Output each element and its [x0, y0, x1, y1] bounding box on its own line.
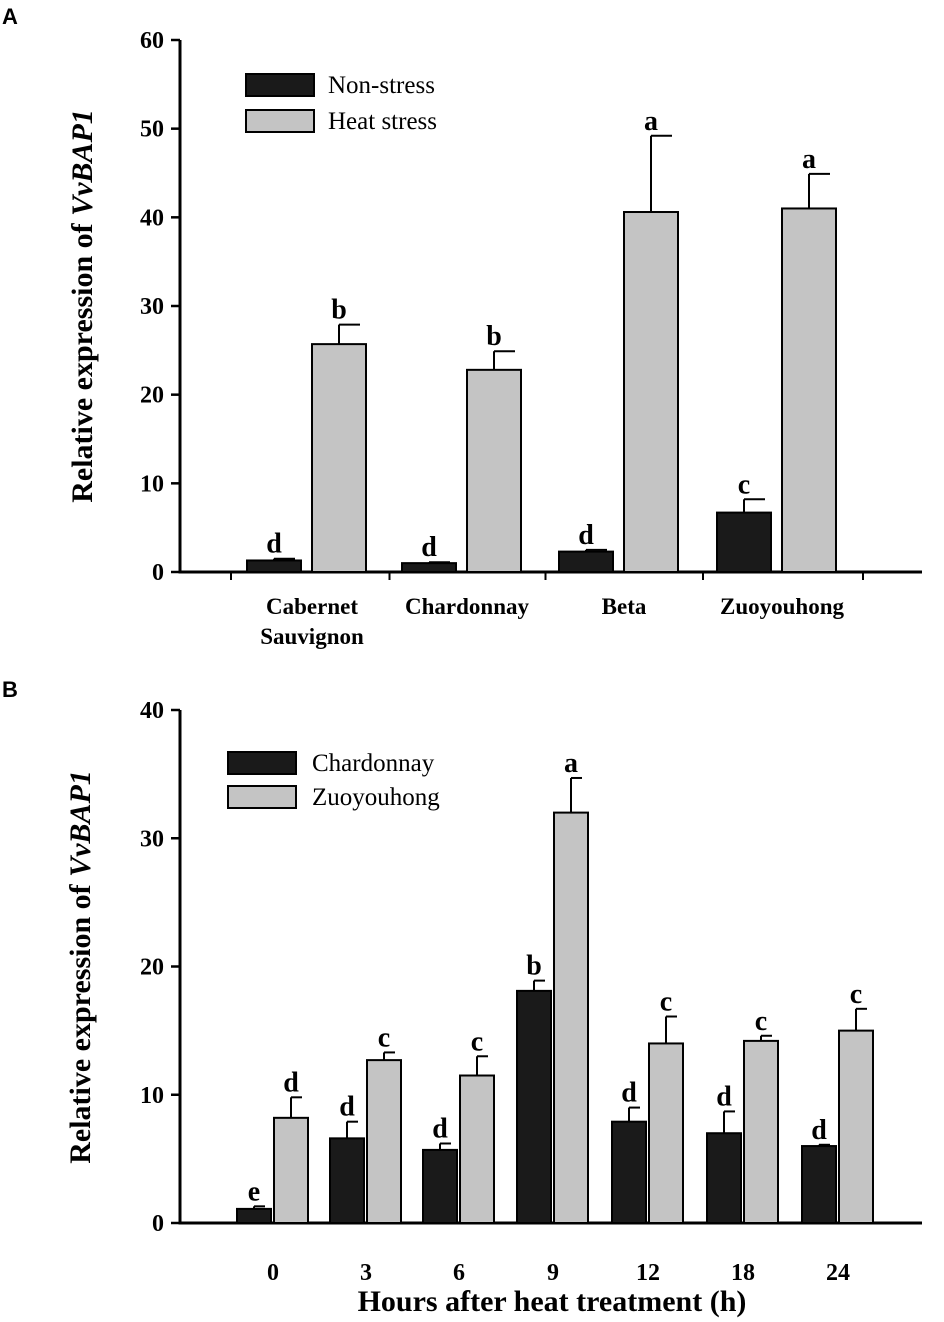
x-category-label: 18 [731, 1260, 755, 1286]
significance-letter: a [564, 748, 578, 779]
significance-letter: b [526, 951, 542, 982]
y-axis-title-prefix: Relative expression of [64, 877, 97, 1164]
panel-label: A [2, 4, 18, 29]
x-category-label: 12 [636, 1260, 660, 1286]
bar [459, 1074, 495, 1224]
x-category-label: Sauvignon [260, 624, 364, 649]
legend-swatch [245, 73, 315, 97]
bar [801, 1145, 837, 1225]
bar [706, 1132, 742, 1224]
bar [611, 1120, 647, 1224]
significance-letter: c [755, 1006, 767, 1037]
y-tick-label: 20 [140, 383, 164, 409]
x-category-label: 3 [360, 1260, 372, 1286]
y-axis-title-prefix: Relative expression of [66, 216, 99, 503]
significance-letter: c [850, 979, 862, 1010]
x-category-label: 0 [267, 1260, 279, 1286]
x-category-label: 6 [453, 1260, 465, 1286]
x-category-label: Zuoyouhong [720, 594, 845, 619]
significance-letter: c [471, 1026, 483, 1057]
significance-letter: a [802, 144, 816, 175]
bar [516, 989, 552, 1224]
bar [623, 211, 679, 573]
legend-label: Non-stress [328, 72, 435, 99]
panel-label: B [2, 677, 18, 702]
y-tick-label: 0 [152, 1211, 164, 1237]
bar [329, 1137, 365, 1224]
x-category-label: 9 [547, 1260, 559, 1286]
bar [743, 1039, 779, 1225]
y-tick-label: 60 [140, 28, 164, 54]
bar [422, 1148, 458, 1224]
bar [273, 1116, 309, 1224]
significance-letter: a [644, 106, 658, 137]
significance-letter: b [331, 295, 347, 326]
significance-letter: d [339, 1092, 355, 1123]
y-axis-title-gene: VvBAP1 [66, 109, 99, 216]
bar [311, 343, 367, 574]
significance-letter: d [621, 1078, 637, 1109]
significance-letter: d [283, 1067, 299, 1098]
bar [401, 562, 457, 574]
bar [716, 511, 772, 573]
legend-swatch [227, 785, 297, 809]
y-tick-label: 10 [140, 471, 164, 497]
significance-letter: b [486, 321, 502, 352]
significance-letter: d [266, 529, 282, 560]
bar [466, 368, 522, 573]
bar [648, 1042, 684, 1224]
y-axis-title: Relative expression of VvBAP1 [64, 770, 97, 1164]
y-axis-title-gene: VvBAP1 [64, 770, 97, 877]
legend-label: Heat stress [328, 108, 437, 135]
significance-letter: c [738, 469, 750, 500]
y-tick-label: 10 [140, 1083, 164, 1109]
legend-label: Chardonnay [312, 750, 435, 777]
y-tick-label: 30 [140, 294, 164, 320]
panel-a: A 0 10 20 30 40 50 60 Relative expression of VvB… [2, 4, 922, 649]
significance-letter: d [811, 1115, 827, 1146]
y-tick-label: 20 [140, 955, 164, 981]
significance-letter: d [432, 1113, 448, 1144]
y-tick-label: 40 [140, 205, 164, 231]
significance-letter: d [716, 1081, 732, 1112]
x-category-label: Chardonnay [405, 594, 529, 619]
significance-letter: d [421, 532, 437, 563]
x-category-label: 24 [826, 1260, 850, 1286]
x-category-label: Cabernet [266, 594, 358, 619]
bar [558, 550, 614, 574]
bar [838, 1029, 874, 1224]
y-axis-title: Relative expression of VvBAP1 [66, 109, 99, 503]
bar [366, 1059, 402, 1225]
significance-letter: e [248, 1176, 260, 1207]
significance-letter: c [378, 1022, 390, 1053]
legend-swatch [245, 109, 315, 133]
y-tick-label: 50 [140, 117, 164, 143]
bar [236, 1207, 272, 1224]
x-axis-title: Hours after heat treatment (h) [358, 1285, 747, 1318]
y-tick-label: 40 [140, 698, 164, 724]
legend-swatch [227, 751, 297, 775]
y-tick-label: 0 [152, 560, 164, 586]
significance-letter: c [660, 987, 672, 1018]
significance-letter: d [578, 520, 594, 551]
bar [553, 811, 589, 1224]
x-category-label: Beta [602, 594, 647, 619]
bar [246, 559, 302, 573]
bar [781, 207, 837, 573]
legend-label: Zuoyouhong [312, 784, 440, 811]
y-tick-label: 30 [140, 826, 164, 852]
